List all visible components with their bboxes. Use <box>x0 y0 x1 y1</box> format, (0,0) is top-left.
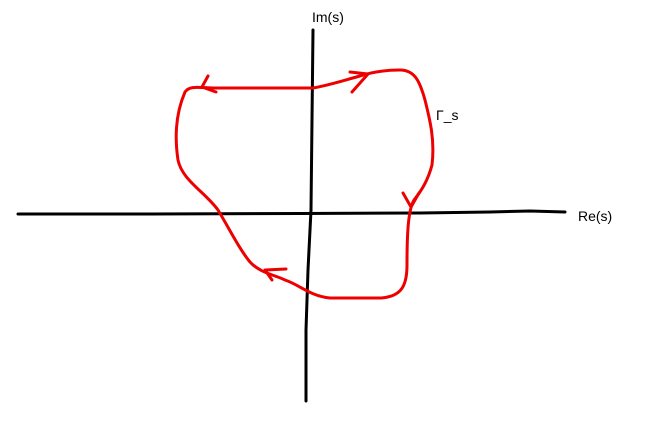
arrow-bottom-left <box>263 267 288 282</box>
arrow-top-right <box>348 70 370 94</box>
real-axis-label: Re(s) <box>578 208 613 224</box>
arrow-right <box>401 191 421 209</box>
imaginary-axis-label: Im(s) <box>312 9 344 25</box>
imaginary-axis <box>304 28 315 403</box>
contour-path <box>174 68 435 300</box>
arrow-top-left <box>200 74 218 94</box>
real-axis <box>16 209 567 216</box>
contour-label: Γ_s <box>436 107 459 123</box>
